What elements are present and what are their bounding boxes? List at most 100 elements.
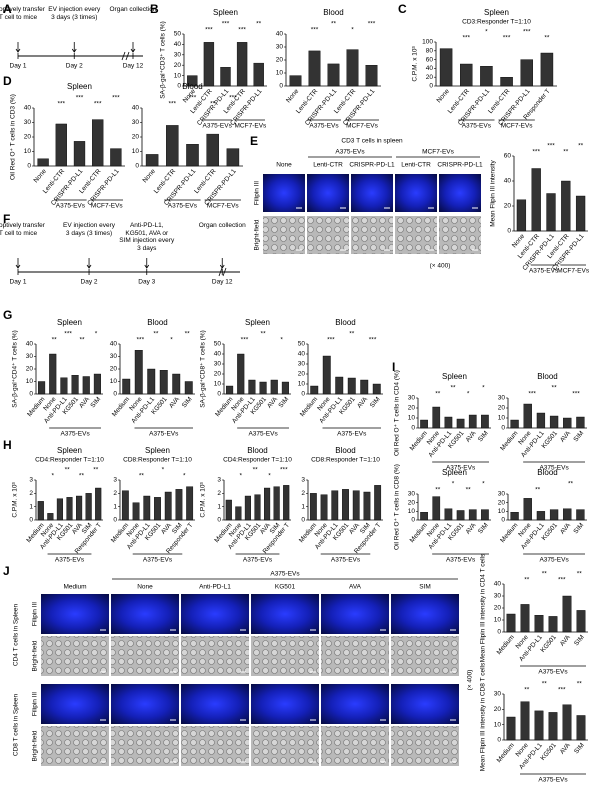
x-tick-label: None: [285, 88, 301, 105]
significance: ***: [189, 95, 197, 102]
panel-label: I: [392, 360, 395, 374]
step-text-box: Organ collection: [198, 222, 246, 229]
x-tick-label: SIM: [573, 742, 586, 755]
bar: [236, 42, 248, 87]
fluorescence-image: [41, 684, 109, 724]
chart-title: Blood: [182, 82, 202, 91]
y-tick-label: 0: [113, 391, 117, 398]
row-label: Bright-field: [32, 640, 39, 671]
y-axis-label: C.P.M. x 10³: [200, 482, 207, 518]
arrow-head: [130, 48, 136, 53]
significance: **: [466, 487, 472, 494]
brightfield-image: [391, 726, 459, 766]
row-label: Bright-field: [254, 219, 261, 250]
bar: [82, 376, 90, 395]
y-tick-label: 30: [110, 353, 118, 360]
row-label: Filipin III: [254, 181, 261, 205]
x-tick-label: AVA: [78, 395, 92, 409]
section-label: CD8 T cells in Spleen: [13, 693, 20, 756]
bar: [159, 370, 168, 395]
bar: [75, 495, 83, 521]
group-label: MCF7-EVs: [346, 123, 379, 130]
bar: [331, 490, 339, 521]
bar: [253, 62, 264, 87]
brightfield-image: [41, 726, 109, 766]
fluorescence-image: [307, 174, 349, 212]
chart-title: Blood: [335, 318, 355, 327]
bar: [562, 595, 572, 633]
x-tick-label: SIM: [181, 396, 194, 409]
x-tick-label: None: [142, 168, 158, 185]
panel-label: G: [3, 308, 12, 322]
step-text: EV injection every 3 days (3 times): [63, 222, 116, 237]
fluorescence-image: [181, 594, 249, 634]
y-tick-label: 0: [29, 517, 33, 524]
y-tick-label: 20: [174, 62, 182, 69]
y-tick-label: 40: [26, 341, 34, 348]
x-tick-label: AVA: [559, 741, 573, 755]
chart-title: Spleen: [245, 318, 270, 327]
bar: [420, 512, 428, 521]
bar: [85, 493, 92, 521]
significance: **: [256, 21, 262, 28]
chart-title: Blood: [147, 318, 167, 327]
step-text: Adoptively transfer T cell to mice: [0, 222, 45, 237]
bar: [481, 509, 489, 521]
significance: *: [351, 27, 354, 34]
chart-subtitle: CD8:Responder T=1:10: [123, 457, 192, 464]
bar: [549, 415, 559, 429]
bar: [363, 491, 371, 521]
panel-label: A: [3, 2, 12, 16]
y-tick-label: 1: [301, 503, 305, 510]
x-tick-label: KG501: [539, 634, 558, 654]
bar: [93, 373, 101, 395]
x-tick-label: SIM: [369, 396, 382, 409]
fluorescence-image: [251, 594, 319, 634]
group-label: A375-EVs: [56, 203, 86, 210]
step-text: Organ collection: [198, 222, 246, 229]
chart-title: Spleen: [145, 446, 170, 455]
x-tick-label: None: [33, 168, 49, 185]
bar: [322, 355, 331, 395]
panel-label: C: [398, 2, 407, 16]
bar: [576, 416, 585, 429]
significance: *: [482, 481, 485, 488]
fluorescence-image: [263, 174, 305, 212]
y-tick-label: 30: [26, 353, 34, 360]
bar: [281, 381, 289, 395]
significance: **: [544, 35, 550, 42]
group-label: MCF7-EVs: [501, 123, 534, 130]
significance: ***: [64, 331, 72, 338]
bar: [172, 373, 181, 395]
chart-title: Blood: [537, 468, 557, 477]
bar: [60, 377, 68, 395]
brightfield-image: [307, 216, 349, 254]
bar: [374, 485, 382, 521]
group-label: A375-EVs: [143, 557, 173, 564]
significance: ***: [112, 95, 120, 102]
significance: ***: [94, 101, 102, 108]
bar: [309, 493, 317, 521]
y-tick-label: 20: [24, 134, 32, 141]
group-label: MCF7-EVs: [91, 203, 124, 210]
bar: [347, 377, 356, 395]
bar: [444, 416, 453, 429]
bar: [342, 489, 349, 521]
y-tick-label: 0: [501, 517, 505, 524]
significance: *: [51, 473, 54, 480]
y-tick-label: 20: [132, 134, 140, 141]
y-tick-label: 30: [214, 361, 222, 368]
chart-title: Spleen: [67, 82, 92, 91]
significance: **: [261, 331, 267, 338]
y-tick-label: 10: [298, 381, 306, 388]
y-tick-label: 0: [135, 163, 139, 170]
step-text-box: Adoptively transfer T cell to mice: [0, 6, 45, 21]
x-tick-label: SIM: [572, 430, 585, 443]
y-tick-label: 2: [113, 490, 117, 497]
row-label: Bright-field: [32, 730, 39, 761]
significance: *: [239, 473, 242, 480]
magnification: (× 400): [467, 670, 474, 691]
bar: [73, 141, 86, 167]
y-tick-label: 20: [494, 605, 502, 612]
